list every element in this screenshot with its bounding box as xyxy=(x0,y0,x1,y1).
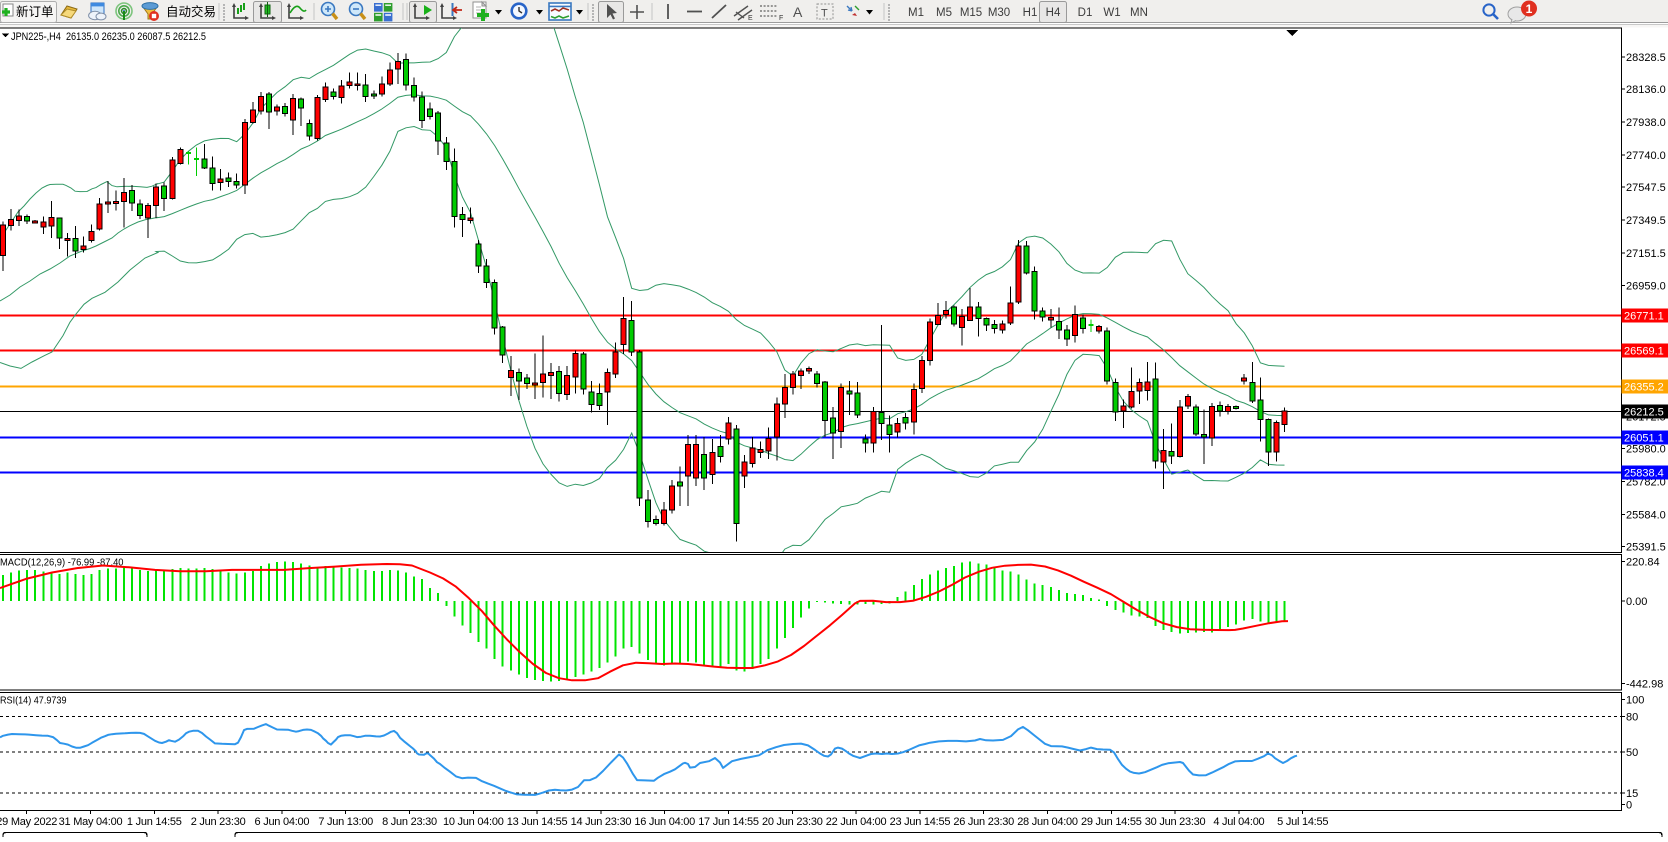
svg-text:23 Jun 14:55: 23 Jun 14:55 xyxy=(890,816,951,828)
svg-text:6 Jun 04:00: 6 Jun 04:00 xyxy=(255,816,310,828)
svg-text:28328.5: 28328.5 xyxy=(1626,52,1666,64)
svg-text:5 Jul 14:55: 5 Jul 14:55 xyxy=(1277,816,1328,828)
svg-text:7 Jun 13:00: 7 Jun 13:00 xyxy=(318,816,373,828)
svg-text:MN: MN xyxy=(1130,7,1148,19)
svg-text:新订单: 新订单 xyxy=(16,4,54,19)
svg-text:10 Jun 04:00: 10 Jun 04:00 xyxy=(443,816,504,828)
svg-text:26 Jun 23:30: 26 Jun 23:30 xyxy=(953,816,1014,828)
svg-text:29 May 2022: 29 May 2022 xyxy=(0,816,57,828)
svg-text:1 Jun 14:55: 1 Jun 14:55 xyxy=(127,816,182,828)
svg-text:M1: M1 xyxy=(908,7,924,19)
svg-text:80: 80 xyxy=(1626,712,1638,724)
svg-text:13 Jun 14:55: 13 Jun 14:55 xyxy=(507,816,568,828)
svg-text:27938.0: 27938.0 xyxy=(1626,117,1666,129)
svg-text:17 Jun 14:55: 17 Jun 14:55 xyxy=(698,816,759,828)
svg-text:A: A xyxy=(793,4,803,20)
svg-text:0: 0 xyxy=(1626,800,1632,812)
svg-text:自动交易: 自动交易 xyxy=(166,4,216,19)
svg-text:29 Jun 14:55: 29 Jun 14:55 xyxy=(1081,816,1142,828)
svg-text:22 Jun 04:00: 22 Jun 04:00 xyxy=(826,816,887,828)
svg-text:14 Jun 23:30: 14 Jun 23:30 xyxy=(571,816,632,828)
svg-text:27151.5: 27151.5 xyxy=(1626,248,1666,260)
svg-text:30 Jun 23:30: 30 Jun 23:30 xyxy=(1145,816,1206,828)
svg-text:26569.1: 26569.1 xyxy=(1624,345,1664,357)
svg-text:25838.4: 25838.4 xyxy=(1624,468,1664,480)
svg-text:26959.0: 26959.0 xyxy=(1626,280,1666,292)
svg-text:D1: D1 xyxy=(1078,7,1093,19)
svg-text:M15: M15 xyxy=(960,7,982,19)
svg-text:M5: M5 xyxy=(936,7,952,19)
svg-text:-442.98: -442.98 xyxy=(1626,679,1663,691)
svg-text:1: 1 xyxy=(1526,2,1533,16)
svg-text:26212.5: 26212.5 xyxy=(1624,406,1664,418)
svg-text:27740.0: 27740.0 xyxy=(1626,150,1666,162)
svg-text:F: F xyxy=(779,15,783,22)
svg-text:15: 15 xyxy=(1626,788,1638,800)
svg-text:H1: H1 xyxy=(1023,7,1038,19)
svg-text:16 Jun 04:00: 16 Jun 04:00 xyxy=(634,816,695,828)
svg-text:4 Jul 04:00: 4 Jul 04:00 xyxy=(1213,816,1264,828)
svg-text:T: T xyxy=(821,8,828,20)
svg-text:26771.1: 26771.1 xyxy=(1624,310,1664,322)
svg-text:W1: W1 xyxy=(1103,7,1120,19)
svg-text:27349.5: 27349.5 xyxy=(1626,215,1666,227)
svg-text:MACD(12,26,9) -76.99 -87.40: MACD(12,26,9) -76.99 -87.40 xyxy=(0,558,124,569)
svg-text:JPN225-,H4 26135.0 26235.0 26: JPN225-,H4 26135.0 26235.0 26087.5 26212… xyxy=(11,31,206,43)
svg-text:27547.5: 27547.5 xyxy=(1626,182,1666,194)
svg-text:220.84: 220.84 xyxy=(1626,556,1660,568)
svg-text:28136.0: 28136.0 xyxy=(1626,84,1666,96)
svg-text:26355.2: 26355.2 xyxy=(1624,381,1664,393)
svg-text:2 Jun 23:30: 2 Jun 23:30 xyxy=(191,816,246,828)
svg-text:26051.1: 26051.1 xyxy=(1624,432,1664,444)
svg-text:100: 100 xyxy=(1626,695,1644,707)
svg-text:H4: H4 xyxy=(1046,7,1061,19)
svg-text:50: 50 xyxy=(1626,747,1638,759)
svg-text:RSI(14) 47.9739: RSI(14) 47.9739 xyxy=(0,696,67,707)
svg-text:25584.0: 25584.0 xyxy=(1626,510,1666,522)
svg-text:8 Jun 23:30: 8 Jun 23:30 xyxy=(382,816,437,828)
svg-text:0.00: 0.00 xyxy=(1626,596,1647,608)
svg-text:31 May 04:00: 31 May 04:00 xyxy=(59,816,123,828)
svg-text:M30: M30 xyxy=(988,7,1010,19)
svg-text:28 Jun 04:00: 28 Jun 04:00 xyxy=(1017,816,1078,828)
svg-text:25391.5: 25391.5 xyxy=(1626,542,1666,554)
svg-text:20 Jun 23:30: 20 Jun 23:30 xyxy=(762,816,823,828)
svg-text:25980.0: 25980.0 xyxy=(1626,444,1666,456)
svg-text:E: E xyxy=(748,15,753,22)
